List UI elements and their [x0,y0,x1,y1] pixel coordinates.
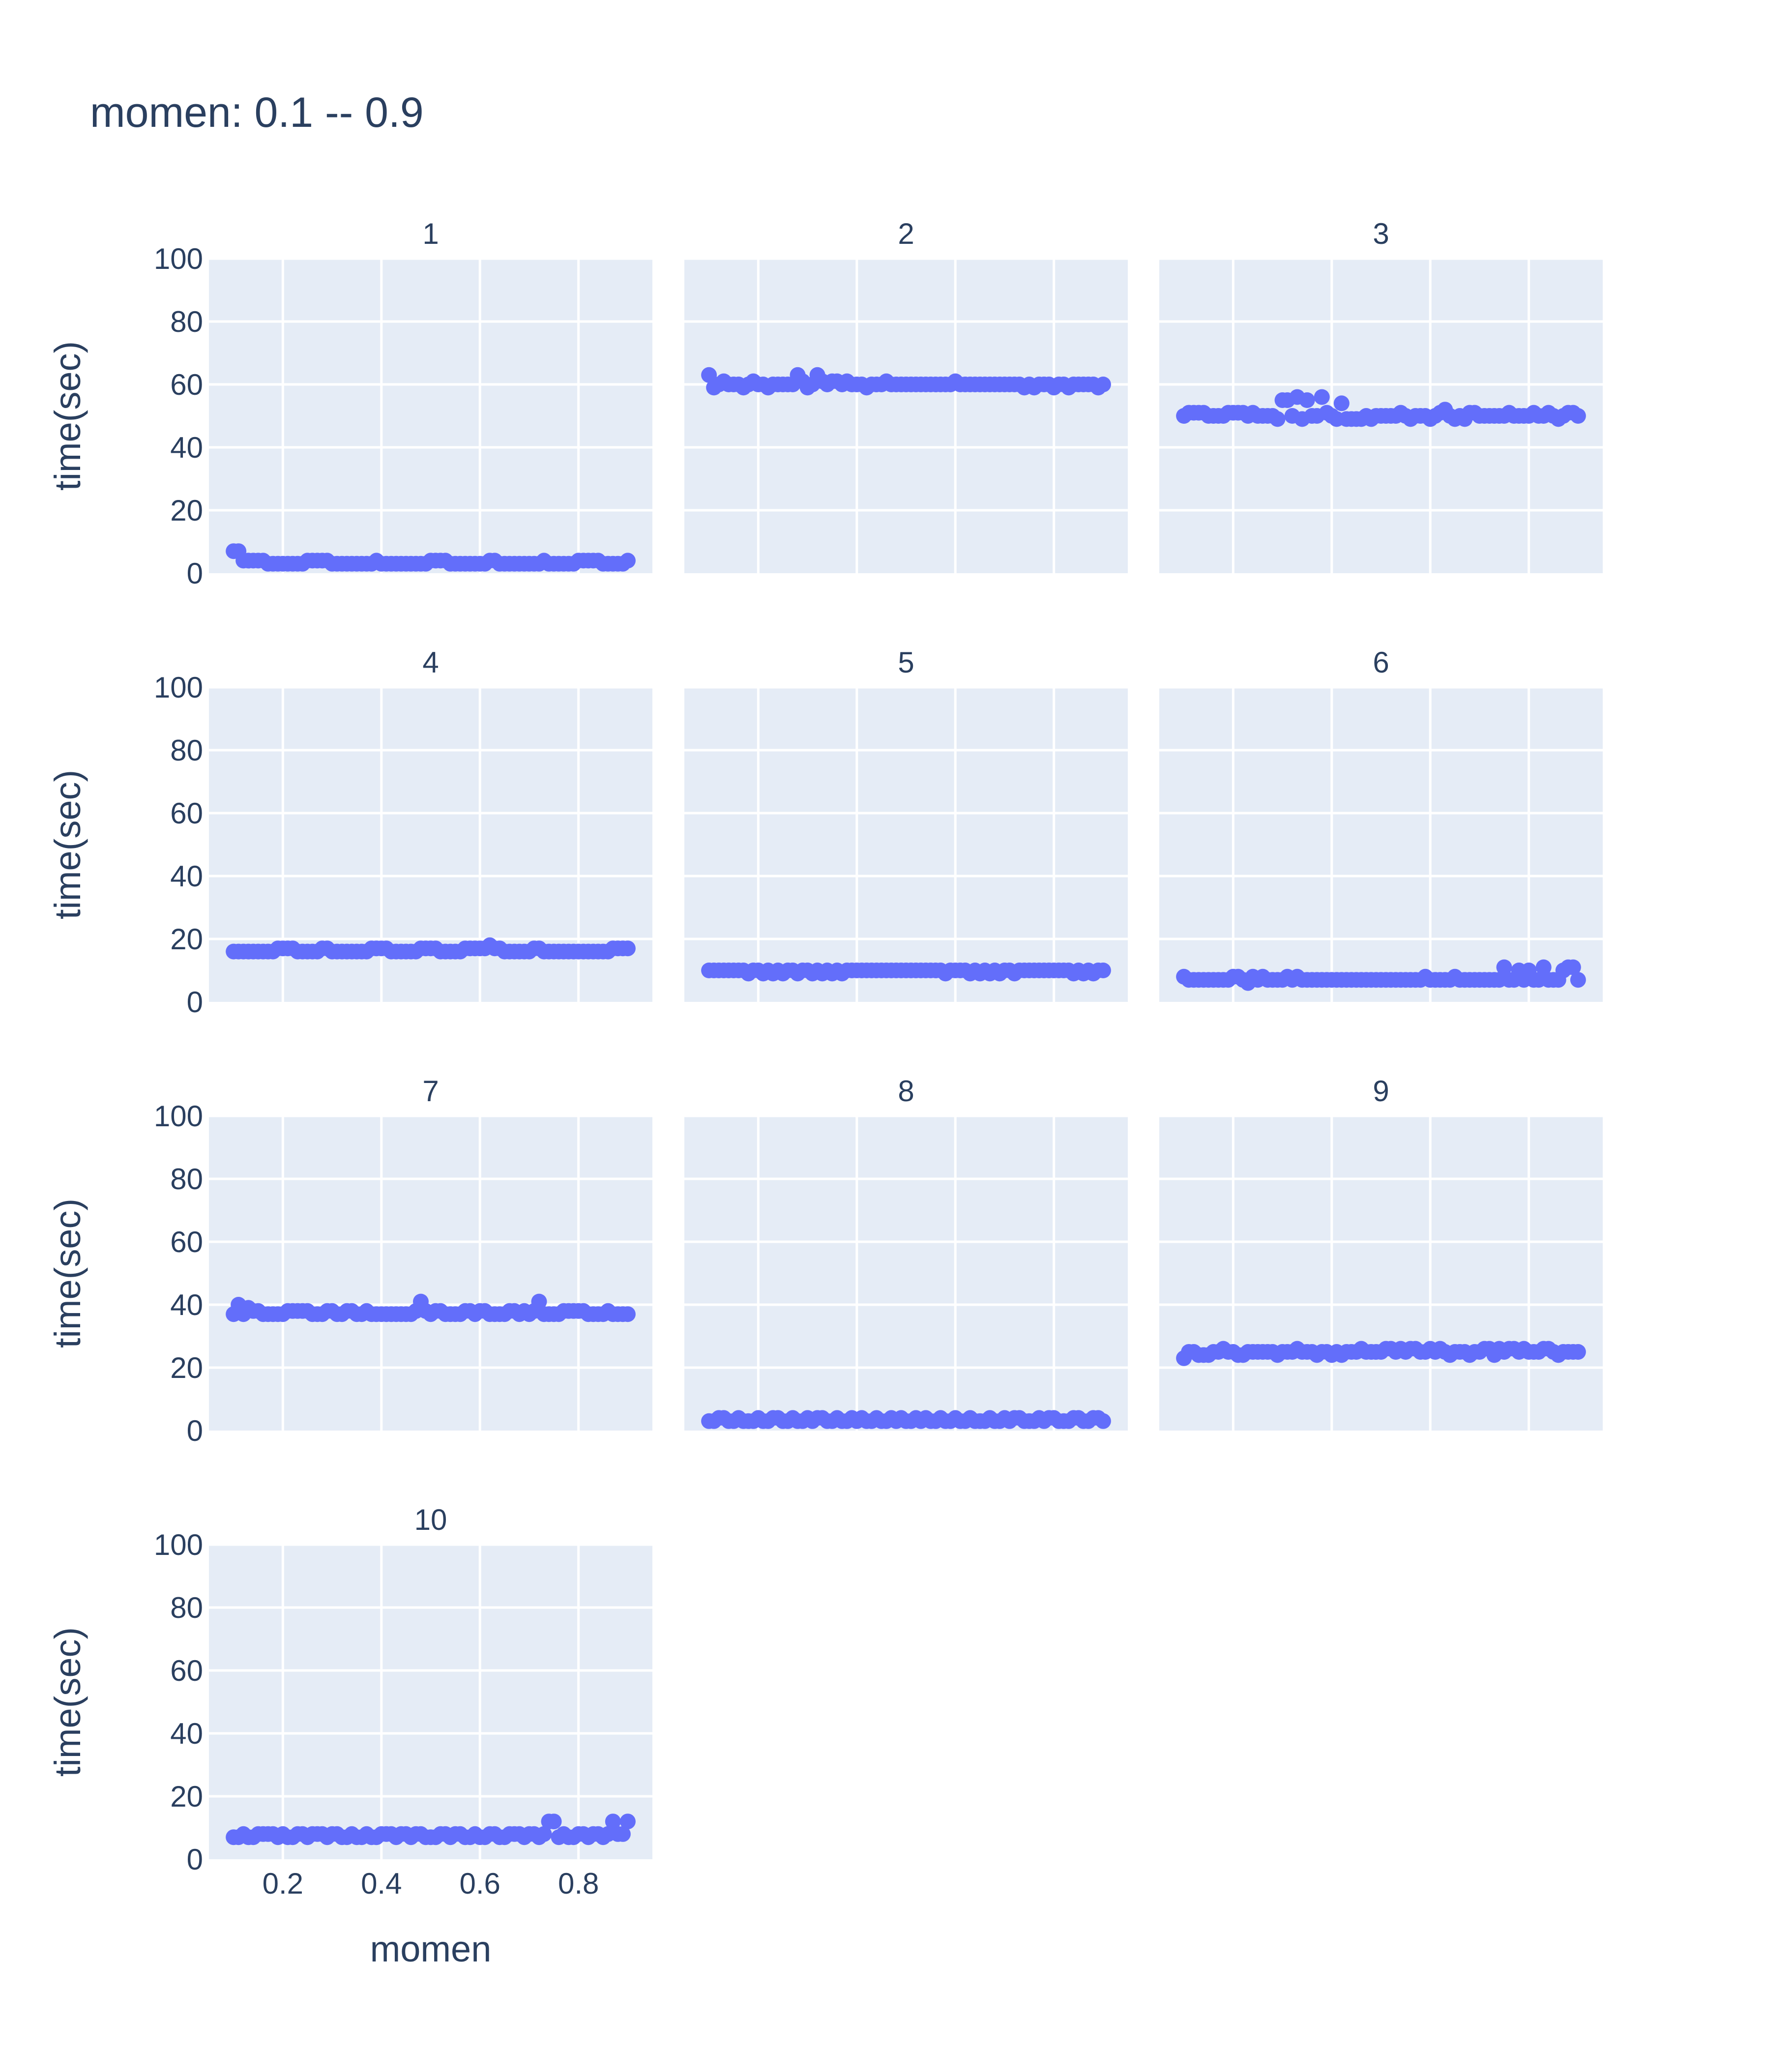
y-tick-label: 60 [170,1654,203,1687]
y-tick-label: 100 [154,671,203,704]
y-tick-label: 40 [170,431,203,464]
y-axis-label: time(sec) [47,1199,88,1348]
scatter-points [226,543,636,572]
data-point [619,1306,636,1322]
y-axis-labels: time(sec) time(sec) time(sec) time(sec) [47,341,88,1777]
y-tick-label: 60 [170,1226,203,1258]
scatter-points [226,937,636,960]
facet-panel-5: 5 [684,646,1128,1002]
facet-title: 1 [422,217,439,250]
chart-title: momen: 0.1 -- 0.9 [90,89,424,136]
data-point [1299,392,1315,408]
data-point [1570,1344,1586,1360]
plot-area [684,259,1128,573]
plot-area [209,1545,652,1859]
y-axis-label: time(sec) [47,341,88,491]
facet-title: 3 [1373,217,1389,250]
y-tick-label: 20 [170,494,203,527]
scatter-points [226,1293,636,1322]
scatter-points [701,963,1111,982]
y-tick-label: 80 [170,1591,203,1624]
y-tick-label: 0 [187,557,203,590]
facet-title: 2 [898,217,914,250]
data-point [1095,963,1111,978]
plot-area [684,687,1128,1002]
facet-panel-6: 6 [1159,646,1603,1002]
y-tick-label: 60 [170,797,203,830]
plot-area [209,1116,652,1431]
facet-title: 8 [898,1075,914,1108]
facet-title: 9 [1373,1075,1389,1108]
facet-title: 5 [898,646,914,679]
scatter-points [1176,389,1586,427]
data-point [1570,408,1586,424]
facet-panel-3: 3 [1159,217,1603,573]
data-point [605,1814,621,1830]
data-point [619,1814,636,1830]
y-tick-label: 0 [187,986,203,1019]
data-point [1570,972,1586,988]
y-tick-label: 80 [170,305,203,338]
plot-area [684,1116,1128,1431]
data-point [701,367,717,383]
data-point [1496,959,1512,975]
facet-title: 10 [414,1503,447,1536]
scatter-points [1176,959,1586,991]
data-point [1314,389,1330,405]
data-point [1535,959,1552,975]
y-tick-label: 100 [154,1528,203,1561]
y-tick-label: 20 [170,1351,203,1384]
scatter-points [226,1814,636,1845]
facet-panel-1: 1 0 20 40 60 80 100 [154,217,652,590]
y-tick-label: 40 [170,860,203,893]
data-point [1565,959,1581,975]
facet-panel-2: 2 [684,217,1128,573]
data-point [1095,377,1111,392]
scatter-points [1176,1341,1586,1366]
data-point [1095,1413,1111,1429]
plot-area [1159,1116,1603,1431]
y-tick-label: 80 [170,1163,203,1196]
scatter-points [701,367,1111,396]
data-point [619,940,636,957]
facet-panel-8: 8 [684,1075,1128,1431]
y-tick-label: 100 [154,1100,203,1133]
x-tick-label: 0.4 [361,1867,402,1900]
y-tick-label: 20 [170,923,203,956]
data-point [615,1826,631,1842]
scatter-points [701,1410,1111,1429]
y-tick-label: 100 [154,242,203,275]
y-axis-label: time(sec) [47,770,88,919]
data-point [1269,411,1286,427]
y-tick-label: 0 [187,1414,203,1447]
facet-title: 4 [422,646,439,679]
data-point [536,1826,552,1842]
x-tick-label: 0.2 [263,1867,303,1900]
y-tick-label: 80 [170,734,203,767]
y-tick-label: 0 [187,1843,203,1876]
y-tick-label: 40 [170,1717,203,1750]
data-point [619,553,636,569]
facet-title: 6 [1373,646,1389,679]
x-tick-label: 0.8 [558,1867,599,1900]
y-tick-label: 20 [170,1780,203,1813]
y-tick-label: 40 [170,1288,203,1321]
x-tick-label: 0.6 [460,1867,500,1900]
y-axis-label: time(sec) [47,1627,88,1777]
x-axis-label: momen [370,1929,492,1969]
y-tick-label: 60 [170,368,203,401]
plot-area [209,259,652,573]
facet-panel-9: 9 [1159,1075,1603,1431]
facet-title: 7 [422,1075,439,1108]
data-point [1333,395,1350,411]
facet-panel-7: 7 0 20 40 60 80 100 [154,1075,652,1447]
data-point [531,1293,547,1310]
plot-area [1159,687,1603,1002]
data-point [546,1814,562,1830]
